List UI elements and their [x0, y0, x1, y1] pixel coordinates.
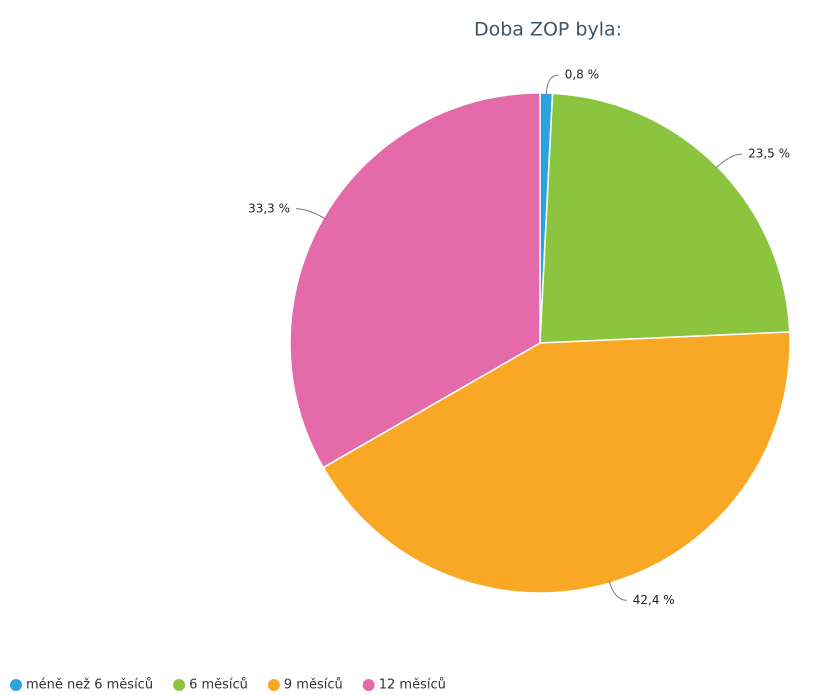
leader-line [608, 581, 627, 601]
data-label: 33,3 % [248, 201, 290, 215]
legend-label: 6 měsíců [189, 678, 248, 693]
legend-marker [173, 679, 186, 691]
leader-line [296, 208, 326, 220]
legend-label: 12 měsíců [379, 678, 446, 693]
pie-slice [539, 92, 791, 344]
legend-marker [362, 679, 375, 691]
legend-marker [267, 679, 280, 691]
leader-line [545, 74, 559, 96]
data-label: 0,8 % [565, 68, 599, 82]
data-label: 42,4 % [633, 593, 675, 607]
legend-label: 9 měsíců [284, 678, 343, 693]
chart-title: Doba ZOP byla: [474, 19, 622, 41]
data-label: 23,5 % [748, 147, 790, 161]
legend-label: méně než 6 měsíců [26, 678, 153, 693]
leader-line [715, 153, 743, 169]
legend-marker [10, 679, 22, 691]
